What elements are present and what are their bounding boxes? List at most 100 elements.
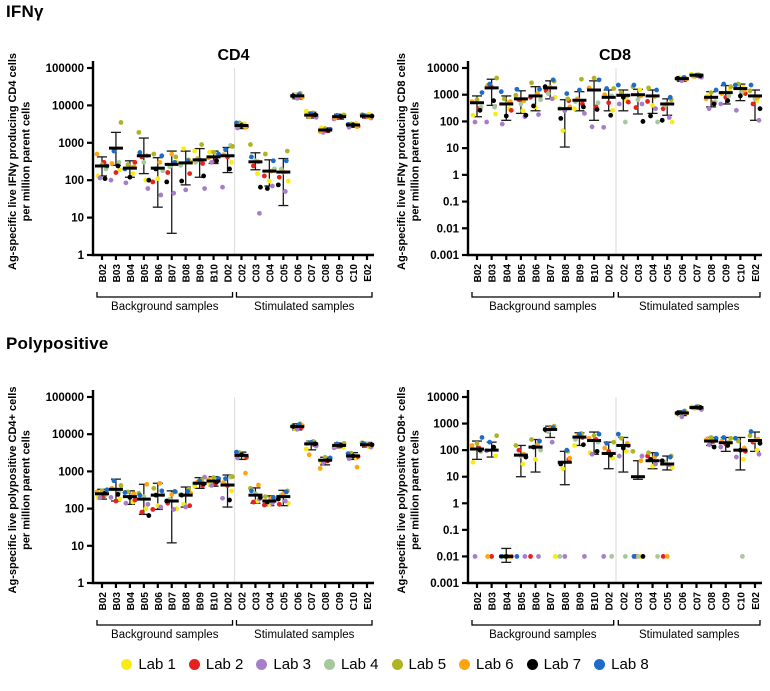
data-point: [531, 103, 536, 109]
x-tick-label: C02: [619, 592, 630, 611]
data-point: [201, 173, 207, 179]
data-point: [708, 90, 714, 95]
group-bracket: [617, 292, 761, 298]
data-point: [145, 501, 151, 507]
data-point: [255, 171, 260, 177]
x-tick-label: B04: [502, 592, 513, 611]
group-bracket: [617, 620, 761, 626]
group-label: Stimulated samples: [639, 301, 740, 313]
data-point: [608, 112, 614, 118]
data-point: [653, 461, 658, 467]
data-point: [659, 458, 665, 464]
data-point: [470, 112, 476, 118]
data-point: [582, 554, 587, 559]
data-point: [666, 115, 672, 120]
data-point: [581, 104, 586, 110]
legend-item-label: Lab 7: [543, 656, 582, 673]
x-tick-label: B02: [473, 264, 484, 283]
data-point: [223, 476, 228, 482]
data-point: [234, 449, 239, 455]
data-point: [640, 554, 646, 559]
data-point: [209, 483, 214, 488]
data-point: [479, 435, 485, 440]
x-tick-label: E02: [363, 592, 374, 610]
data-point: [637, 87, 643, 93]
data-point: [262, 151, 268, 157]
legend-item-label: Lab 6: [476, 656, 514, 673]
x-tick-label: C03: [251, 264, 262, 283]
data-point: [487, 439, 493, 445]
data-point: [123, 180, 129, 186]
data-point: [589, 451, 595, 457]
data-point: [609, 554, 615, 559]
data-point: [123, 500, 129, 506]
x-tick-label: D02: [224, 592, 235, 611]
data-point: [520, 461, 526, 467]
y-tick-label: 1000: [433, 90, 459, 102]
y-tick-label: 10000: [52, 429, 84, 441]
data-point: [601, 554, 607, 559]
data-point: [718, 444, 724, 450]
x-tick-label: C02: [237, 264, 248, 283]
x-tick-label: C07: [692, 264, 703, 283]
x-tick-label: C03: [634, 592, 645, 611]
legend-dot-icon: [121, 659, 133, 670]
chart-poly-cd8: 10000 1000 100 10 1 0.1 0.01 0.001 B02 B03 B04 B05 B…: [396, 387, 763, 641]
data-point: [187, 171, 193, 177]
data-point: [211, 149, 216, 155]
legend-item-label: Lab 4: [340, 656, 379, 673]
data-point: [172, 488, 178, 494]
data-point: [118, 120, 124, 125]
data-point: [118, 483, 124, 488]
y-tick-label: 1000: [433, 419, 459, 431]
data-point: [528, 554, 533, 559]
x-tick-label: B05: [517, 264, 528, 283]
data-point: [474, 440, 480, 446]
data-point: [209, 159, 214, 165]
x-tick-label: B06: [154, 264, 165, 283]
data-point: [732, 435, 738, 441]
data-point: [711, 101, 717, 107]
x-tick-label: C10: [349, 264, 360, 283]
y-tick-label: 1: [78, 578, 85, 590]
data-point: [655, 119, 660, 125]
data-point: [275, 182, 281, 188]
data-point: [122, 490, 128, 495]
data-point: [493, 453, 499, 459]
data-point: [513, 443, 519, 448]
x-tick-label: B08: [561, 592, 572, 611]
x-tick-label: C10: [736, 264, 747, 283]
legend-dot-icon: [526, 659, 538, 670]
group-label: Stimulated samples: [254, 629, 355, 641]
x-tick-label: B02: [473, 592, 484, 611]
data-point: [562, 554, 568, 559]
data-point: [633, 105, 639, 110]
group-bracket: [235, 620, 373, 626]
data-point: [97, 175, 103, 181]
data-point: [757, 440, 763, 446]
data-point: [157, 159, 163, 165]
data-point: [615, 431, 621, 437]
data-point: [581, 442, 586, 448]
x-tick-label: B05: [517, 592, 528, 611]
group-bracket: [96, 292, 234, 298]
data-point: [596, 431, 602, 437]
data-point: [747, 88, 753, 94]
x-tick-label: B08: [561, 264, 572, 283]
data-point: [169, 492, 175, 497]
legend-item-lab-5: Lab 5: [391, 656, 446, 673]
data-point: [639, 101, 645, 107]
data-point: [294, 426, 300, 432]
data-point: [479, 90, 485, 95]
x-tick-label: C05: [279, 592, 290, 611]
data-point: [508, 107, 514, 113]
x-tick-label: B04: [126, 264, 137, 283]
data-point: [115, 492, 121, 497]
legend: Lab 1 Lab 2 Lab 3 Lab 4 Lab 5 Lab 6 Lab 7 Lab 8: [0, 656, 770, 673]
x-tick-label: C09: [722, 592, 733, 611]
x-tick-label: C07: [307, 264, 318, 283]
data-point: [635, 554, 641, 559]
data-point: [514, 86, 520, 92]
y-tick-label: 10: [446, 143, 459, 155]
